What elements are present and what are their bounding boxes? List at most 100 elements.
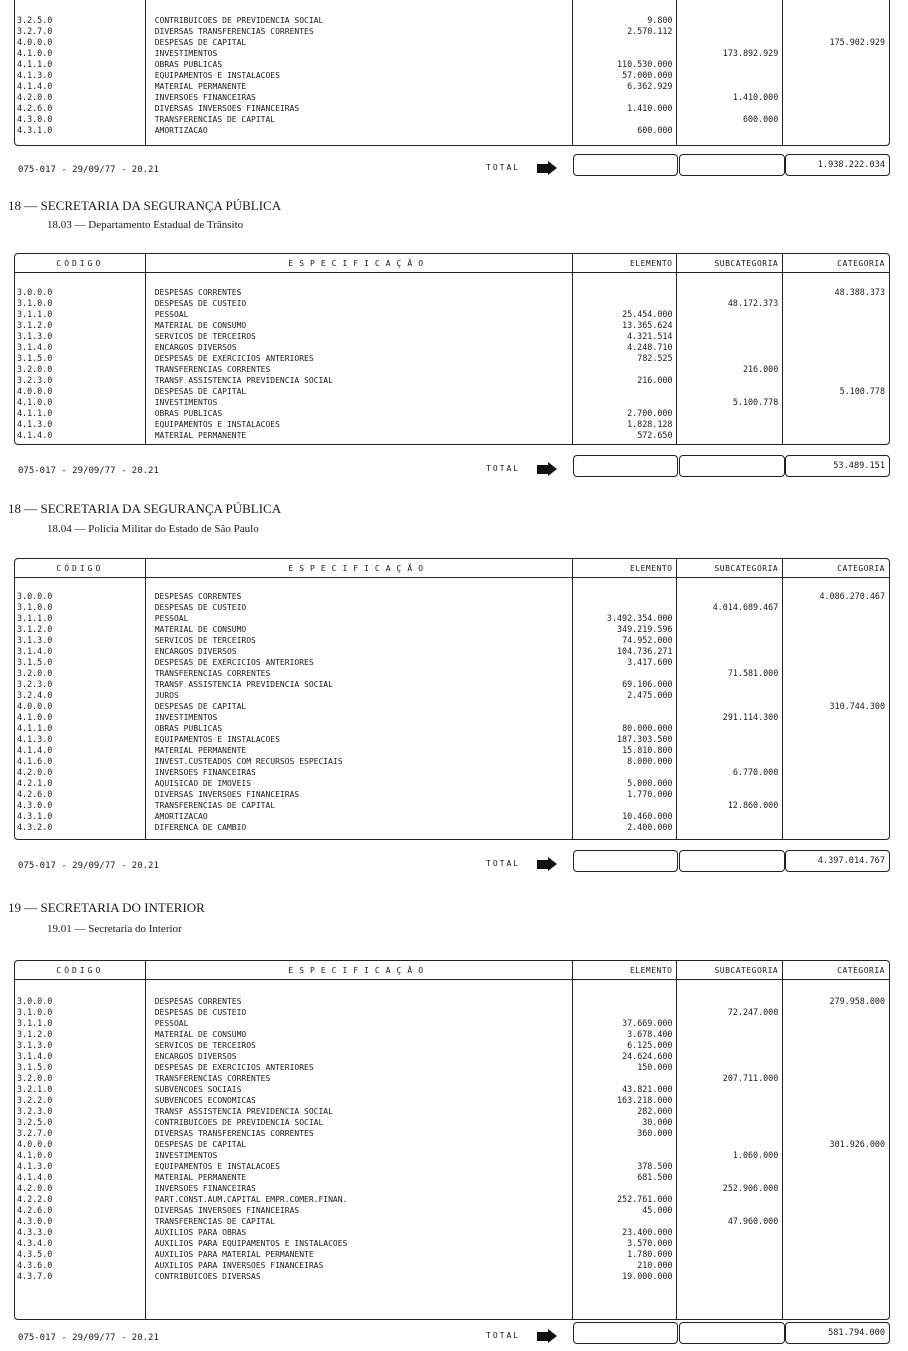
cell-elemento [573,1150,677,1161]
cell-spec: INVEST.CUSTEADOS COM RECURSOS ESPECIAIS [154,757,343,766]
cell-code: 4.2.0.0 [17,92,53,102]
cell-cat [783,811,889,822]
cell-spec: MATERIAL PERMANENTE [154,431,247,440]
cell-cat [783,1205,889,1216]
cell-elemento: 2.570.112 [627,26,673,36]
cell-sub [677,1040,782,1051]
cell-sub: 1.060.000 [732,1150,779,1160]
cell-elemento: 110.530.000 [617,59,673,69]
section-subheading: 19.01 — Secretaria do Interior [47,923,182,935]
cell-elemento: 163.218.000 [617,1095,673,1105]
cell-elemento: 15.810.800 [622,745,673,755]
cell-spec: PESSOAL [154,614,189,623]
cell-elemento: 4.321.514 [627,331,673,341]
total-box-empty [679,1322,785,1344]
cell-spec: CONTRIBUICOES DE PREVIDENCIA SOCIAL [154,16,324,25]
cell-spec: CONTRIBUICOES DIVERSAS [154,1272,261,1281]
cell-cat [783,92,889,103]
cell-sub [677,646,782,657]
budget-table: CÓDIGO 3.0.0.0 3.1.0.0 3.1.1.0 3.1.2.0 3.1.3.… [14,253,890,445]
cell-elemento: 150.000 [637,1062,673,1072]
section-heading: 19 — SECRETARIA DO INTERIOR [8,900,205,915]
cell-elemento: 6.125.000 [627,1040,673,1050]
cell-sub [677,287,782,298]
cell-cat [783,430,889,441]
cell-spec: INVESTIMENTOS [154,1151,218,1160]
cell-code: 3.1.5.0 [17,353,53,363]
cell-spec: DIVERSAS TRANSFERENCIAS CORRENTES [154,1129,314,1138]
column-spec: ESPECIFICAÇÃO DESPESAS CORRENTES DESPESAS … [145,559,573,839]
cell-sub [677,353,782,364]
cell-spec: PESSOAL [154,1019,189,1028]
cell-sub [677,103,782,114]
column-header-elemento: ELEMENTO [572,254,677,273]
cell-sub [677,613,782,624]
table-footer: 075-017 - 29/09/77 - 20.21 TOTAL 1.938.222… [14,154,890,182]
total-value: 53.489.151 [785,455,890,477]
cell-sub: 71.581.000 [727,668,779,678]
cell-code: 4.2.6.0 [17,103,53,113]
cell-cat [783,756,889,767]
cell-elemento: 74.952.000 [622,635,673,645]
cell-code: 3.1.1.0 [17,309,53,319]
cell-cat [783,646,889,657]
cell-spec: EQUIPAMENTOS E INSTALACOES [154,735,280,744]
cell-elemento [573,1007,677,1018]
cell-cat [783,1051,889,1062]
cell-cat [783,1238,889,1249]
cell-elemento [573,397,677,408]
cell-cat [783,26,889,37]
cell-cat [783,789,889,800]
total-value: 4.397.014.767 [785,850,890,872]
cell-cat [783,734,889,745]
cell-spec: SERVICOS DE TERCEIROS [154,636,256,645]
cell-spec: TRANSF ASSISTENCIA PREVIDENCIA SOCIAL [154,376,333,385]
cell-code: 4.2.0.0 [17,1183,53,1193]
total-box-empty [679,154,785,176]
cell-cat [783,364,889,375]
cell-code: 3.2.3.0 [17,1106,53,1116]
cell-cat [783,1260,889,1271]
cell-elemento: 37.669.000 [622,1018,673,1028]
cell-cat [783,800,889,811]
cell-spec: INVERSOES FINANCEIRAS [154,768,256,777]
column-header-elemento: ELEMENTO [572,559,677,578]
cell-cat [783,1216,889,1227]
cell-code: 3.2.3.0 [17,679,53,689]
cell-sub [677,1051,782,1062]
column-elemento: ELEMENTO 37.669.000 3.678.400 6.125.000 24.6… [572,961,678,1319]
cell-code: 4.0.0.0 [17,701,53,711]
cell-cat [783,668,889,679]
cell-sub [677,1194,782,1205]
total-box-empty [679,455,785,477]
cell-sub [677,309,782,320]
cell-code: 4.2.6.0 [17,789,53,799]
cell-spec: MATERIAL PERMANENTE [154,1173,247,1182]
cell-spec: MATERIAL PERMANENTE [154,746,247,755]
cell-code: 3.0.0.0 [17,996,53,1006]
cell-code: 4.2.6.0 [17,1205,53,1215]
column-header-spec: ESPECIFICAÇÃO [145,961,572,980]
cell-elemento: 30.000 [642,1117,673,1127]
cell-spec: DIVERSAS TRANSFERENCIAS CORRENTES [154,27,314,36]
cell-sub [677,789,782,800]
column-code: CÓDIGO 3.0.0.0 3.1.0.0 3.1.1.0 3.1.2.0 3.1.3.… [15,559,146,839]
cell-code: 4.3.1.0 [17,811,53,821]
cell-spec: EQUIPAMENTOS E INSTALACOES [154,1162,280,1171]
cell-sub [677,1161,782,1172]
cell-cat [783,635,889,646]
cell-sub [677,1139,782,1150]
cell-spec: TRANSFERENCIAS CORRENTES [154,669,271,678]
cell-sub [677,320,782,331]
cell-sub [677,331,782,342]
cell-spec: DESPESAS DE CAPITAL [154,1140,247,1149]
cell-cat [783,1161,889,1172]
cell-sub [677,375,782,386]
cell-elemento: 782.525 [637,353,673,363]
cell-cat [783,1018,889,1029]
print-stamp: 075-017 - 29/09/77 - 20.21 [18,861,159,871]
cell-code: 3.2.0.0 [17,668,53,678]
cell-cat [783,15,889,26]
cell-code: 4.1.3.0 [17,1161,53,1171]
cell-spec: DESPESAS DE CUSTEIO [154,603,247,612]
